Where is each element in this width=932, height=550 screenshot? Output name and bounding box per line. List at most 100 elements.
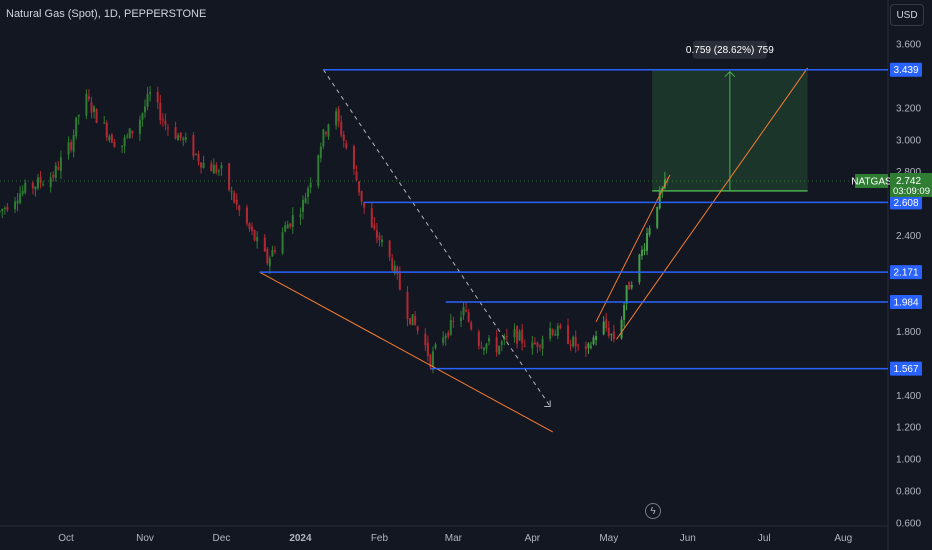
candle-body — [340, 121, 343, 136]
price-tick-label: 0.600 — [896, 519, 921, 530]
candle-body — [391, 258, 394, 271]
candle-body — [584, 346, 587, 350]
candle-body — [467, 311, 470, 322]
candle-body — [416, 326, 419, 331]
candle-body — [253, 230, 256, 241]
candle-body — [521, 329, 524, 344]
symbol-label: NATGAS — [851, 176, 892, 187]
candle-body — [72, 134, 75, 152]
time-axis[interactable]: Oct Nov Dec 2024 Feb Mar Apr May Jun Jul Aug — [58, 533, 852, 544]
candle-body — [500, 341, 503, 345]
candle-body — [531, 342, 534, 349]
candle-body — [90, 102, 93, 113]
trend-line — [595, 174, 671, 323]
candle-body — [197, 153, 200, 162]
candle-body — [327, 124, 330, 137]
candle-body — [192, 135, 195, 157]
candle-body — [630, 285, 633, 288]
horizontal-levels — [0, 68, 888, 370]
candle-body — [105, 122, 108, 138]
candle-body — [220, 165, 223, 169]
candle-body — [273, 250, 276, 252]
candle-body — [640, 249, 643, 256]
candle-body — [666, 177, 669, 179]
candle-body — [375, 230, 378, 238]
candle-body — [569, 344, 572, 346]
candle-body — [6, 206, 9, 211]
price-axis[interactable]: 0.600 0.800 1.000 1.200 1.400 1.800 2.400 2.800… — [851, 40, 932, 530]
candle-body — [284, 225, 287, 232]
candle-body — [442, 337, 445, 344]
trend-line — [322, 69, 551, 407]
candle-body — [424, 333, 427, 346]
candle-body — [144, 106, 146, 113]
price-tick-label: 0.800 — [896, 487, 921, 498]
time-tick-label: Jun — [680, 533, 696, 544]
candle-body — [355, 171, 358, 181]
candle-body — [164, 120, 167, 125]
time-tick-label: Mar — [445, 533, 463, 544]
candle-body — [602, 321, 605, 335]
candle-body — [184, 137, 187, 140]
candle-body — [549, 327, 552, 339]
lightning-icon[interactable]: ϟ — [645, 503, 661, 519]
candle-body — [648, 228, 651, 235]
candle-body — [426, 342, 429, 357]
candle-body — [610, 334, 613, 336]
candle-body — [646, 233, 649, 251]
candle-body — [39, 176, 42, 184]
candle-body — [589, 346, 592, 348]
candle-body — [638, 254, 641, 283]
level-price-badge — [890, 62, 922, 77]
candle-body — [625, 285, 628, 304]
candle-body — [110, 134, 113, 143]
candle-body — [429, 354, 432, 368]
candle-body — [572, 336, 575, 347]
candle-body — [266, 248, 269, 264]
candle-body — [360, 190, 363, 202]
candlestick-series — [0, 85, 669, 374]
candle-body — [75, 117, 78, 137]
candle-body — [3, 207, 6, 209]
candle-body — [358, 181, 361, 193]
candle-body — [85, 94, 88, 116]
level-price-label: 1.567 — [893, 364, 918, 375]
candle-body — [217, 170, 220, 172]
candle-body — [592, 337, 595, 345]
candle-body — [322, 129, 325, 147]
candle-body — [324, 132, 327, 135]
level-price-label: 3.439 — [893, 65, 918, 76]
candle-body — [31, 182, 34, 189]
price-tick-label: 1.800 — [896, 327, 921, 338]
candle-body — [36, 177, 39, 189]
candle-body — [210, 163, 213, 172]
candle-body — [161, 119, 164, 121]
candle-body — [663, 179, 666, 189]
candle-body — [174, 127, 177, 139]
candle-body — [24, 183, 27, 193]
price-tick-label: 1.200 — [896, 423, 921, 434]
candle-body — [480, 346, 483, 348]
level-price-badge — [890, 361, 922, 376]
candle-body — [103, 122, 106, 124]
candle-body — [363, 201, 366, 208]
candle-body — [59, 157, 62, 172]
countdown-timer: 03:09:09 — [893, 186, 930, 197]
level-price-badge — [890, 265, 922, 280]
level-price-label: 1.984 — [893, 298, 918, 309]
candle-body — [452, 320, 455, 322]
candle-body — [414, 315, 417, 325]
candle-body — [319, 146, 322, 159]
candle-body — [398, 273, 401, 290]
candle-body — [268, 258, 271, 267]
price-tick-label: 3.600 — [896, 40, 921, 51]
candle-body — [138, 119, 141, 134]
candle-body — [302, 200, 304, 213]
measure-arrowhead — [724, 70, 736, 78]
candle-body — [656, 206, 659, 228]
candle-body — [166, 127, 169, 129]
candle-body — [70, 142, 73, 150]
candle-body — [182, 138, 185, 141]
currency-button[interactable]: USD — [890, 4, 924, 26]
